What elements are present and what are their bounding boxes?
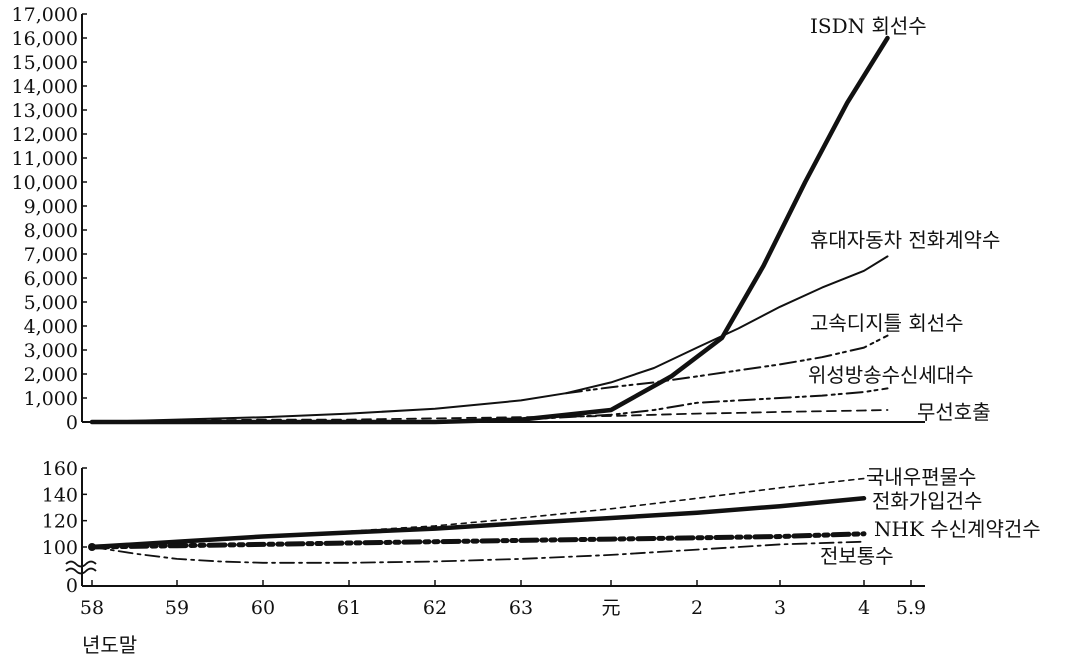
upper-y-tick-label: 0 [66, 412, 78, 434]
upper-y-tick-label: 6,000 [24, 268, 78, 290]
upper-y-tick-label: 14,000 [12, 76, 78, 98]
axis-break-mark [65, 567, 97, 575]
lower-y-tick-label: 160 [42, 458, 78, 480]
lower-start-point [88, 543, 96, 551]
upper-series-label: 휴대자동차 전화계약수 [810, 228, 1000, 252]
upper-series-line [91, 387, 889, 423]
x-axis-title: 년도말 [82, 633, 137, 657]
upper-series-label: 고속디지틀 회선수 [810, 311, 964, 335]
x-tick-label: 59 [165, 597, 189, 619]
x-tick-label: 61 [337, 597, 361, 619]
upper-series-label: ISDN 회선수 [810, 14, 927, 38]
upper-y-tick-label: 3,000 [24, 340, 78, 362]
lower-y-tick-label: 120 [42, 511, 78, 533]
lower-series-label: 국내우편물수 [866, 465, 976, 489]
x-tick-label: 60 [251, 597, 275, 619]
upper-series-label: 위성방송수신세대수 [808, 363, 974, 387]
upper-plot: 01,0002,0003,0004,0005,0006,0007,0008,00… [12, 4, 1001, 434]
upper-y-tick-label: 13,000 [12, 100, 78, 122]
upper-series-line [91, 409, 889, 423]
lower-y-zero-label: 0 [66, 575, 78, 597]
x-tick-label: 4 [858, 597, 870, 619]
lower-series-line [89, 496, 867, 550]
lower-series-line [91, 540, 865, 564]
lower-y-tick-label: 140 [42, 484, 78, 506]
upper-y-tick-label: 15,000 [12, 52, 78, 74]
upper-y-tick-label: 1,000 [24, 388, 78, 410]
upper-y-tick-label: 5,000 [24, 292, 78, 314]
upper-y-tick-label: 17,000 [12, 4, 78, 26]
x-tick-label: 元 [601, 597, 620, 619]
upper-y-tick-label: 8,000 [24, 220, 78, 242]
upper-y-tick-label: 16,000 [12, 28, 78, 50]
x-tick-label: 62 [423, 597, 447, 619]
upper-y-tick-label: 12,000 [12, 124, 78, 146]
axis-break-mark [65, 560, 97, 568]
upper-series-line [565, 334, 889, 395]
lower-plot: 100 120 140 160 058 59 60 61 62 63 元 2 3 4 5.9 국내우편물수전화… [42, 458, 1041, 619]
x-tick-label: 63 [509, 597, 533, 619]
lower-series-label: 전화가입건수 [872, 489, 982, 513]
lower-series-label: 전보통수 [820, 544, 894, 568]
x-tick-label: 3 [774, 597, 786, 619]
upper-y-tick-label: 7,000 [24, 244, 78, 266]
x-tick-label: 2 [691, 597, 703, 619]
x-tick-label: 5.9 [896, 597, 926, 619]
upper-series-label: 무선호출 [917, 400, 991, 424]
upper-series-line [91, 255, 889, 423]
lower-y-tick-label: 100 [42, 537, 78, 559]
upper-y-tick-label: 2,000 [24, 364, 78, 386]
upper-y-tick-label: 4,000 [24, 316, 78, 338]
lower-series-line [89, 531, 867, 550]
upper-series-line [89, 35, 890, 425]
x-tick-label: 58 [80, 597, 104, 619]
upper-y-tick-label: 11,000 [12, 148, 78, 170]
upper-y-tick-label: 9,000 [24, 196, 78, 218]
lower-series-label: NHK 수신계약건수 [874, 517, 1041, 541]
upper-y-tick-label: 10,000 [12, 172, 78, 194]
